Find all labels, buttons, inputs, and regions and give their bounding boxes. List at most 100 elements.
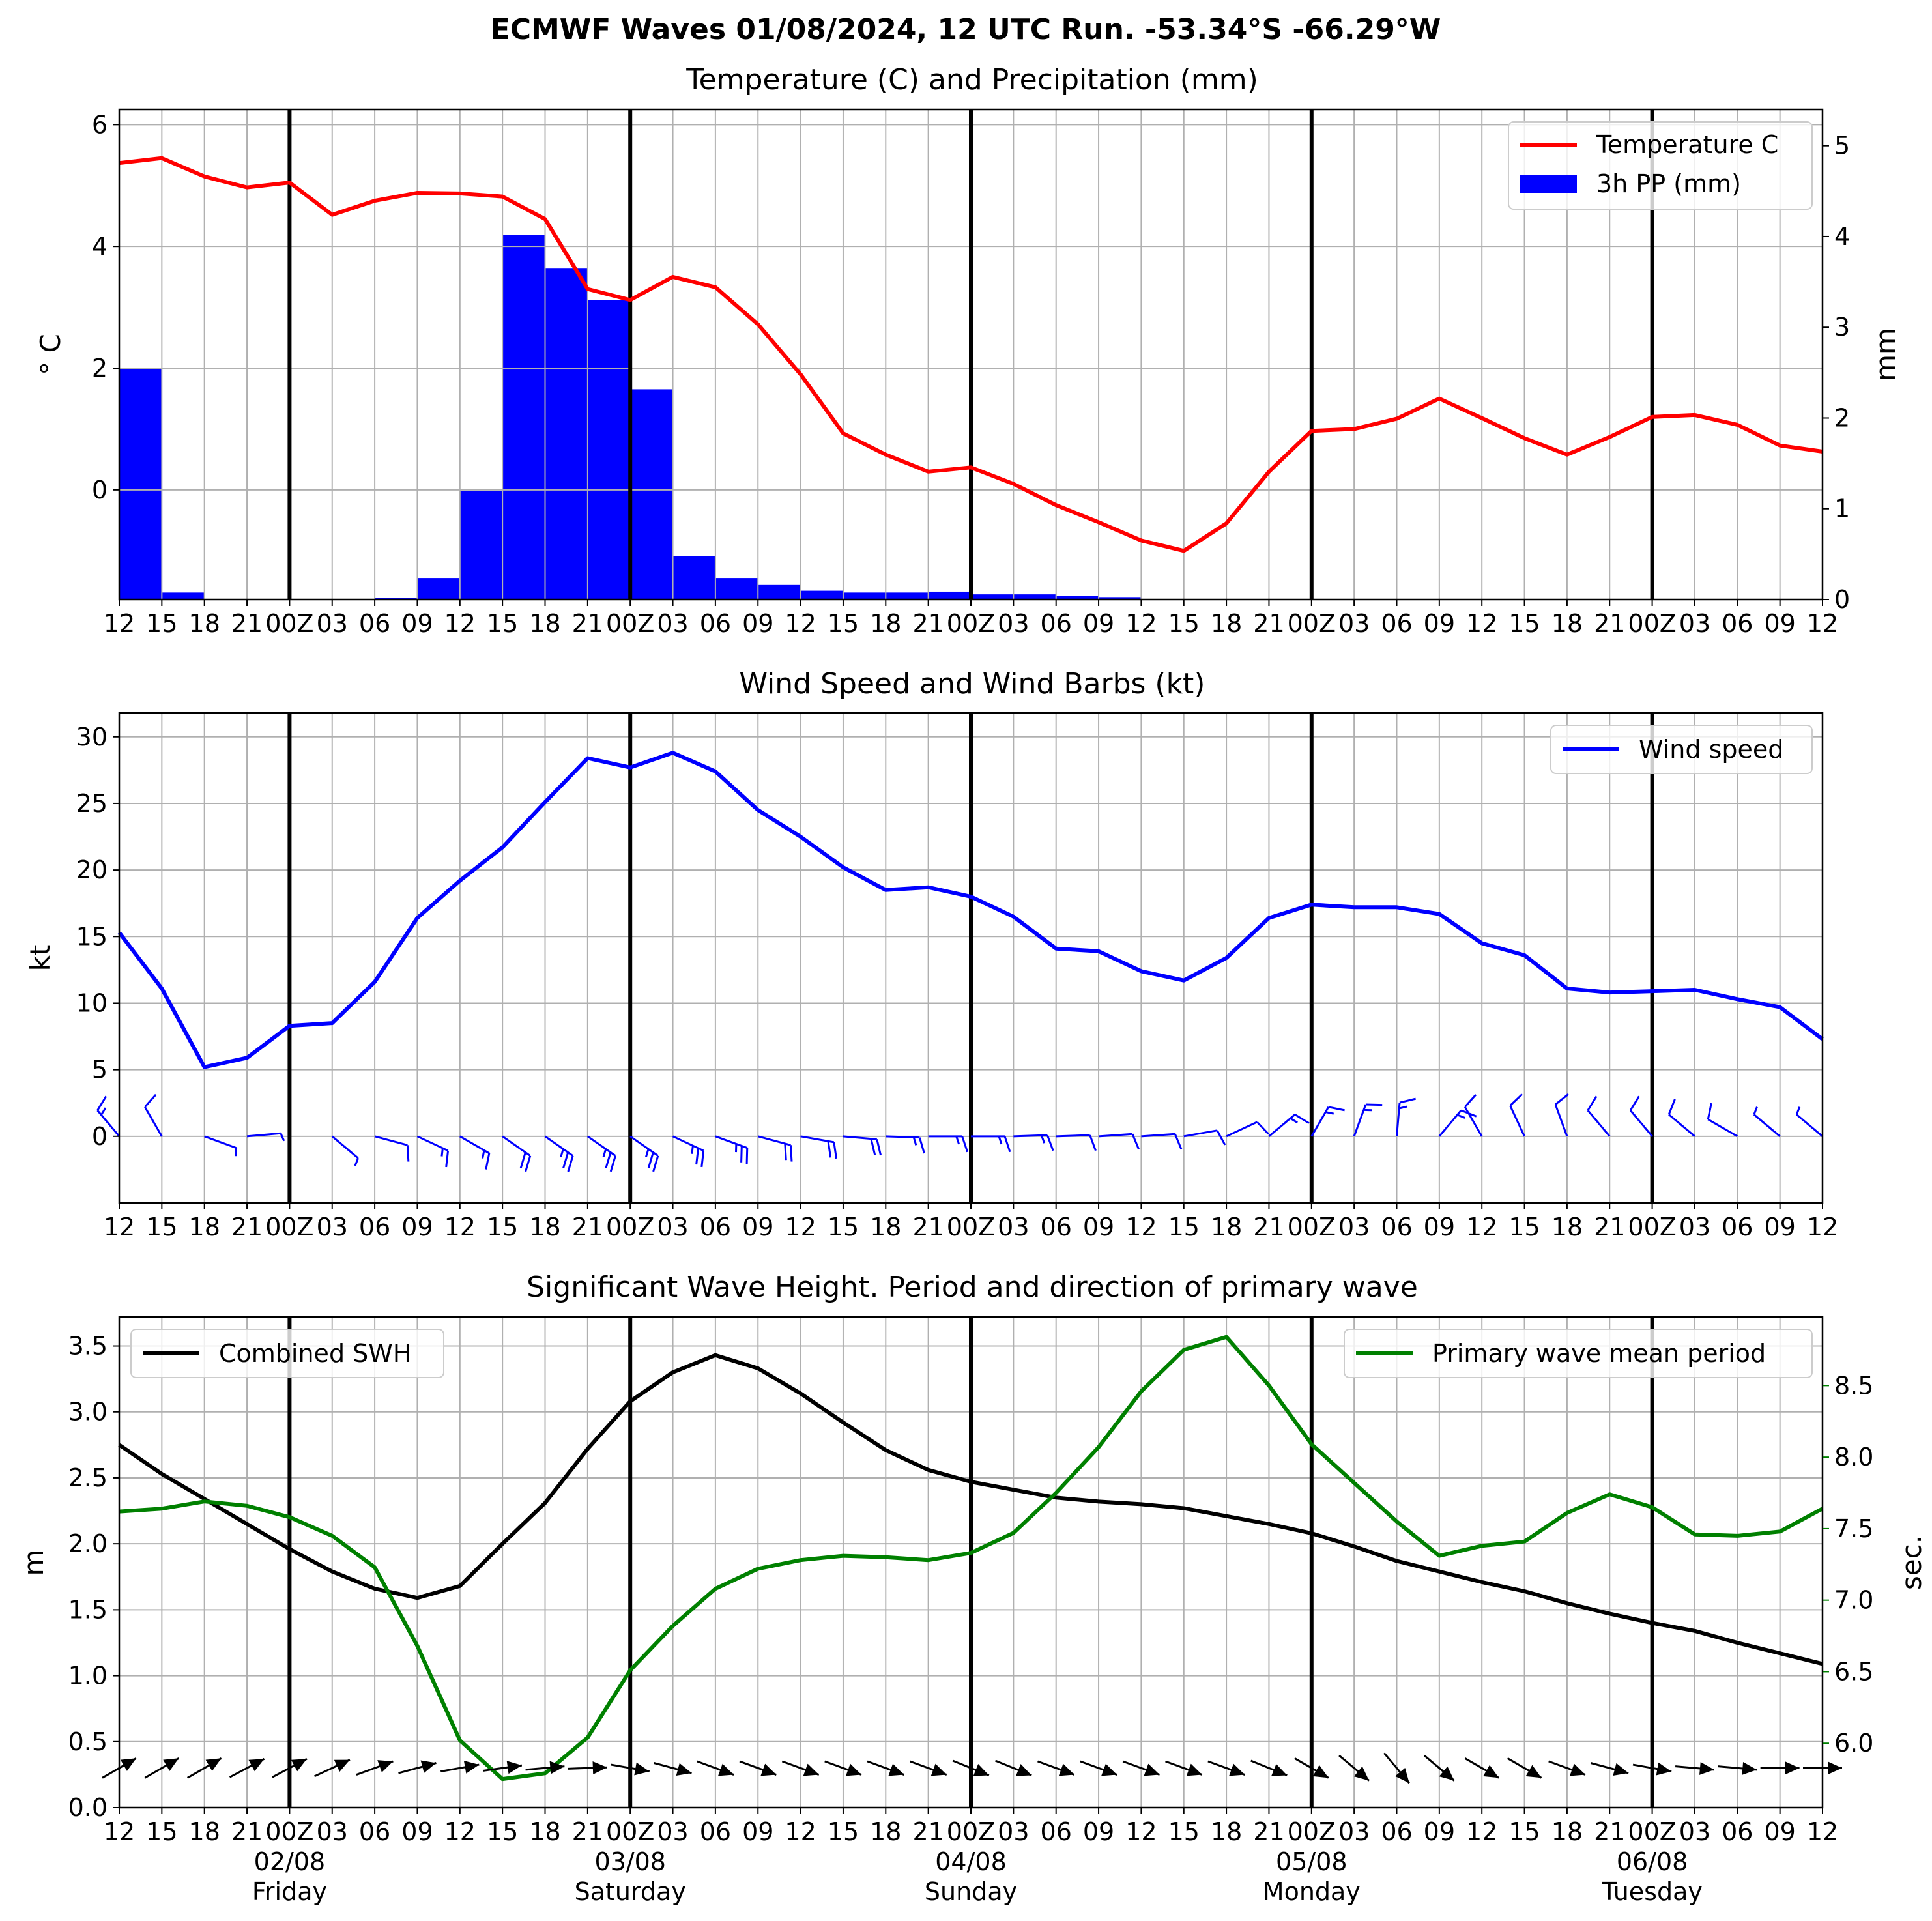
x-tick-label: 12 (1466, 609, 1497, 638)
x-tick-label: 06 (359, 1213, 390, 1241)
x-tick-label: 18 (529, 1817, 560, 1846)
period-line (119, 1335, 1824, 1782)
precip-bar (119, 368, 162, 600)
x-tick-label: 12 (1466, 1817, 1497, 1846)
wave-arrow-head (718, 1763, 734, 1776)
panel2-legend-box (1550, 725, 1813, 774)
wave-arrow-head (592, 1761, 607, 1774)
wind-barb-staff (1630, 1110, 1653, 1137)
wind-barb-staff (1668, 1114, 1695, 1137)
panel2-ylabel: kt (24, 945, 56, 972)
wind-panel: Wind Speed and Wind Barbs (kt) 0 5 10 15 20 2… (24, 667, 1838, 1241)
precip-bar (459, 490, 503, 600)
x-tick-label: 18 (189, 1817, 220, 1846)
y2-tick-label: 8.5 (1834, 1371, 1873, 1400)
wind-barb-flag (1399, 1097, 1416, 1104)
x-tick-label: 03 (998, 609, 1029, 638)
precip-bar (672, 555, 716, 600)
wave-direction-arrows (102, 1752, 1842, 1784)
panel1-y2ticks: 0 1 2 3 4 5 (1823, 132, 1850, 614)
x-tick-label: 12 (785, 1213, 816, 1241)
wind-barb-flag (406, 1145, 410, 1162)
wave-arrow-head (549, 1761, 565, 1774)
wind-barb-flag (605, 1152, 612, 1169)
x-tick-label: 21 (572, 1817, 603, 1846)
wind-barb-staff (1226, 1121, 1258, 1138)
day-weekday-label: Sunday (925, 1877, 1017, 1906)
x-tick-label: 12 (785, 609, 816, 638)
wave-arrow-head (1101, 1763, 1117, 1776)
x-tick-label: 18 (1551, 1213, 1583, 1241)
wave-arrow-head (1186, 1763, 1202, 1776)
x-tick-label: 06 (1041, 1213, 1072, 1241)
y-tick-label: 20 (76, 856, 108, 884)
wind-barb-staff (1463, 1106, 1483, 1137)
x-tick-label: 21 (231, 1213, 263, 1241)
wave-arrow-head (846, 1763, 862, 1776)
x-tick-label: 18 (1551, 1817, 1583, 1846)
wind-barb-flag (789, 1145, 793, 1162)
panel1-legend-box (1508, 121, 1813, 210)
precip-bar (885, 592, 929, 600)
y-tick-label: 5 (92, 1056, 108, 1084)
x-tick-label: 12 (1466, 1213, 1497, 1241)
day-date-label: 04/08 (935, 1847, 1007, 1876)
x-tick-label: 15 (828, 609, 859, 638)
y-tick-label: 2 (92, 354, 108, 383)
y-tick-label: 2.5 (68, 1464, 108, 1492)
x-tick-label: 03 (1338, 1213, 1370, 1241)
wave-arrow-head (1395, 1768, 1409, 1784)
wave-arrow-head (1656, 1762, 1672, 1776)
day-weekday-label: Saturday (575, 1877, 686, 1906)
wind-barb-half-flag (1456, 1114, 1465, 1119)
panel3-xticks: 12 15 18 21 00Z 03 06 09 12 15 18 21 00Z 03 06 09 12 15 18… (104, 1808, 1838, 1846)
x-tick-label: 03 (317, 1213, 348, 1241)
x-tick-label: 12 (1807, 1817, 1838, 1846)
precip-bar (1013, 594, 1057, 600)
x-tick-label: 18 (870, 1817, 901, 1846)
panel1-xticks: 12 15 18 21 00Z 03 06 09 12 15 18 21 00Z 03 06 09 12 15 18… (104, 599, 1838, 638)
wind-barb-staff (1554, 1104, 1568, 1137)
x-tick-label: 09 (1764, 1213, 1795, 1241)
x-tick-label: 21 (572, 609, 603, 638)
x-tick-label: 06 (1381, 1817, 1412, 1846)
x-tick-label: 18 (189, 1213, 220, 1241)
x-tick-label: 00Z (606, 1817, 654, 1846)
day-date-label: 06/08 (1617, 1847, 1688, 1876)
x-tick-label: 21 (912, 1817, 944, 1846)
wave-arrow-head (377, 1760, 394, 1772)
wind-barb-flag (700, 1150, 705, 1168)
wind-barb-staff (1141, 1133, 1175, 1138)
precip-bar (416, 577, 461, 600)
x-tick-label: 03 (1338, 1817, 1370, 1846)
wave-arrow-head (120, 1758, 136, 1771)
panel3-legend-left-box (130, 1329, 444, 1378)
x-tick-label: 00Z (947, 609, 995, 638)
day-date-label: 05/08 (1276, 1847, 1348, 1876)
x-tick-label: 12 (1807, 609, 1838, 638)
wind-barb-half-flag (691, 1146, 694, 1154)
wind-barb-staff (331, 1135, 359, 1159)
x-tick-label: 12 (1125, 1817, 1157, 1846)
wind-barb-flag (1464, 1093, 1477, 1108)
wind-barb-flag (144, 1093, 157, 1108)
wave-arrow-head (1439, 1766, 1454, 1781)
wave-arrow-head (1742, 1762, 1757, 1775)
x-tick-label: 06 (700, 1213, 731, 1241)
wind-barb-flag (567, 1155, 574, 1172)
x-tick-label: 18 (189, 609, 220, 638)
wind-barb-flag (96, 1095, 108, 1111)
x-tick-label: 00Z (1288, 1213, 1336, 1241)
x-tick-label: 12 (104, 1213, 135, 1241)
wind-barb-flag (1629, 1095, 1640, 1111)
x-tick-label: 18 (1211, 1213, 1242, 1241)
panel1-y2label: mm (1869, 328, 1901, 381)
panel3-y2ticks: 6.0 6.5 7.0 7.5 8.0 8.5 (1823, 1371, 1873, 1757)
y2-tick-label: 7.5 (1834, 1514, 1873, 1543)
wind-barb-flag (525, 1155, 532, 1172)
precip-bar (928, 590, 972, 600)
wind-barb-flag (1046, 1134, 1054, 1151)
wind-barb-flag (695, 1148, 700, 1165)
y-tick-label: 10 (76, 989, 108, 1017)
x-tick-label: 21 (572, 1213, 603, 1241)
